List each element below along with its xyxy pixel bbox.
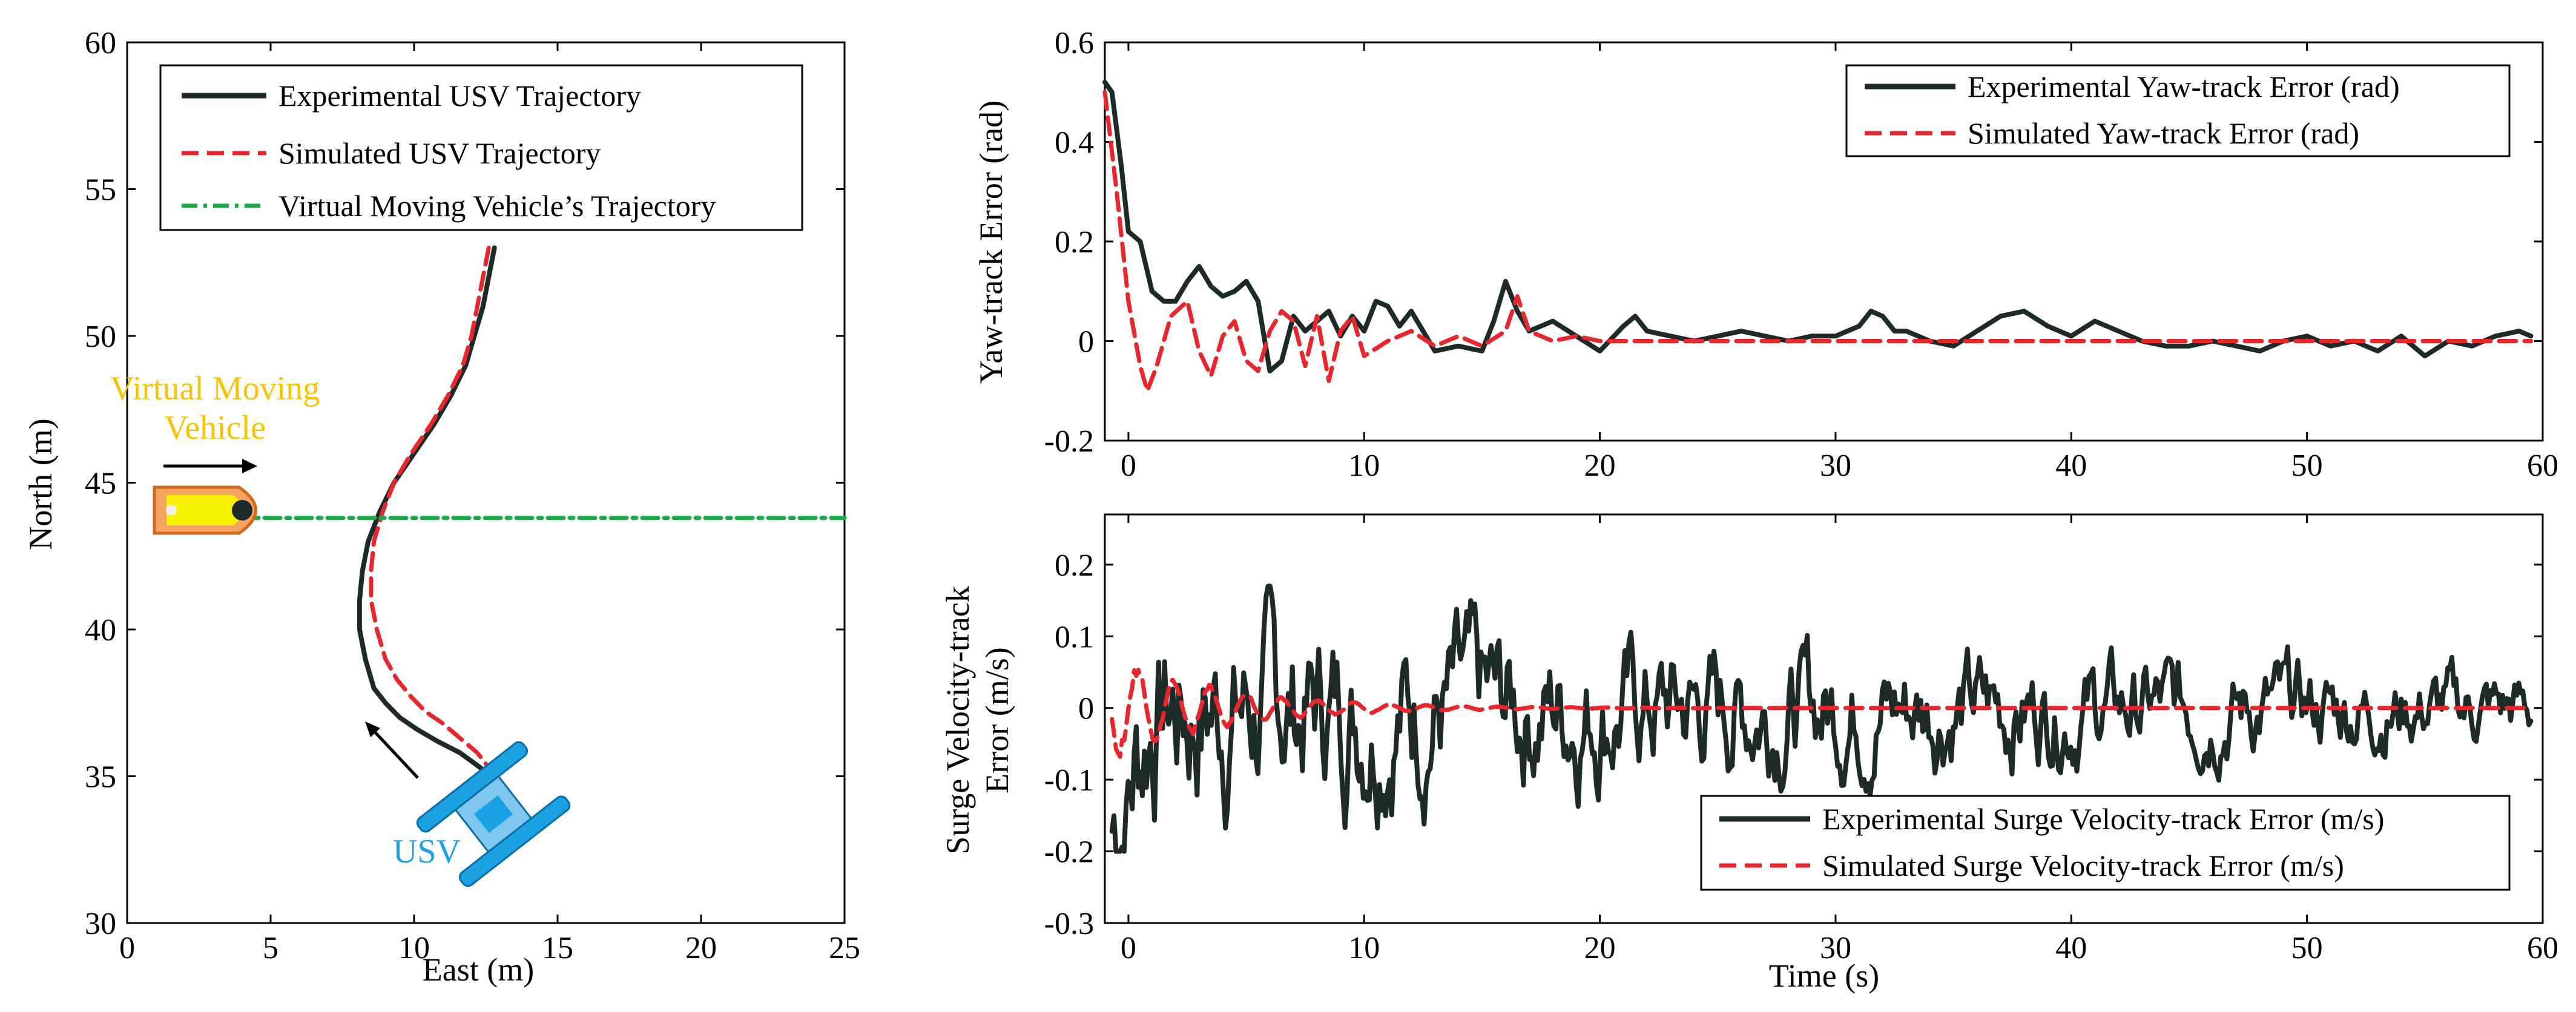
traj-series-simulated: [369, 246, 502, 802]
traj-ytick-label: 35: [85, 760, 116, 795]
traj-xtick-label: 15: [542, 931, 573, 965]
surge-xtick-label: 60: [2527, 931, 2558, 965]
legend-label-experimental-yaw: Experimental Yaw-track Error (rad): [1968, 70, 2400, 104]
virtual-vehicle-marker: [232, 500, 252, 521]
surge-y-axis-label-line1: Surge Velocity-track: [940, 586, 976, 854]
yaw-xtick-label: 20: [1584, 448, 1616, 483]
surge-series: [1109, 583, 2534, 854]
surge-ytick-label: 0.2: [1055, 548, 1094, 583]
surge-xtick-label: 50: [2291, 931, 2323, 965]
traj-ytick-label: 40: [85, 613, 116, 648]
traj-ytick-label: 55: [85, 173, 116, 208]
yaw-ytick-label: 0.6: [1055, 26, 1094, 61]
yaw-xtick-label: 50: [2291, 448, 2323, 483]
virtual-vehicle-light: [166, 505, 177, 516]
legend-label-simulated-yaw: Simulated Yaw-track Error (rad): [1968, 116, 2359, 150]
usv-direction-arrow: [365, 721, 419, 779]
traj-ytick-label: 50: [85, 320, 116, 354]
surge-y-axis-label-line2: Error (m/s): [979, 647, 1015, 793]
yaw-series-experimental: [1102, 79, 2534, 373]
trajectory-y-axis-label: North (m): [22, 418, 59, 550]
yaw-series: [1102, 79, 2534, 393]
yaw-xtick-label: 40: [2055, 448, 2087, 483]
yaw-series-simulated: [1102, 90, 2533, 393]
traj-xtick-label: 25: [829, 931, 860, 965]
surge-xtick-label: 10: [1348, 931, 1380, 965]
surge-plot-frame: [1104, 513, 2544, 924]
vehicle-direction-arrow: [163, 459, 257, 473]
yaw-y-axis-label: Yaw-track Error (rad): [973, 100, 1009, 384]
surge-xtick-label: 30: [1820, 931, 1851, 965]
yaw-ytick-label: 0.4: [1055, 126, 1094, 160]
legend-label-simulated-surge: Simulated Surge Velocity-track Error (m/…: [1822, 849, 2344, 882]
surge-xtick-label: 0: [1121, 931, 1136, 965]
trajectory-ticks: 0 5 10 15 20 25 30 35 40 45 50 55 60: [85, 26, 860, 965]
traj-xtick-label: 20: [685, 931, 717, 965]
legend-label-simulated-trajectory: Simulated USV Trajectory: [278, 136, 601, 170]
yaw-xtick-label: 10: [1348, 448, 1380, 483]
virtual-vehicle-annotation-line2: Vehicle: [164, 409, 266, 447]
trajectory-chart: 0 5 10 15 20 25 30 35 40 45 50 55 60 East (m) North …: [22, 26, 860, 988]
traj-ytick-label: 30: [85, 907, 116, 941]
traj-xtick-label: 0: [119, 931, 135, 965]
virtual-vehicle-icon: [153, 485, 257, 535]
trajectory-series: [168, 245, 847, 808]
yaw-error-chart: 0 10 20 30 40 50 60 -0.2 0 0.2 0.4 0.6 Yaw-track Er…: [973, 26, 2558, 483]
yaw-xtick-label: 30: [1820, 448, 1851, 483]
trajectory-x-axis-label: East (m): [423, 951, 534, 988]
surge-xtick-label: 40: [2055, 931, 2087, 965]
surge-series-experimental: [1109, 583, 2534, 854]
surge-legend: Experimental Surge Velocity-track Error …: [1700, 795, 2511, 891]
traj-xtick-label: 5: [263, 931, 278, 965]
legend-label-experimental-trajectory: Experimental USV Trajectory: [278, 79, 641, 113]
surge-error-chart: 0 10 20 30 40 50 60 -0.3 -0.2 -0.1 0 0.1 0.2 Time (s…: [940, 513, 2558, 994]
surge-ytick-label: -0.3: [1044, 907, 1094, 941]
usv-annotation: USV: [393, 833, 461, 870]
surge-ytick-label: 0: [1078, 692, 1094, 726]
traj-ytick-label: 45: [85, 467, 116, 501]
traj-series-experimental: [357, 245, 503, 808]
surge-ytick-label: 0.1: [1055, 620, 1094, 654]
surge-xtick-label: 20: [1584, 931, 1616, 965]
traj-xtick-label: 10: [398, 931, 430, 965]
legend-label-experimental-surge: Experimental Surge Velocity-track Error …: [1822, 802, 2384, 836]
trajectory-legend: Experimental USV Trajectory Simulated US…: [159, 64, 803, 231]
surge-ytick-label: -0.1: [1044, 763, 1094, 798]
traj-ytick-label: 60: [85, 26, 116, 61]
yaw-ytick-label: 0.2: [1055, 225, 1094, 260]
surge-ticks: 0 10 20 30 40 50 60 -0.3 -0.2 -0.1 0 0.1 0.2: [1044, 514, 2558, 965]
yaw-xtick-label: 0: [1121, 448, 1136, 483]
usv-payload: [473, 795, 513, 833]
virtual-vehicle-annotation-line1: Virtual Moving: [110, 370, 320, 407]
surge-ytick-label: -0.2: [1044, 835, 1094, 870]
legend-label-virtual-trajectory: Virtual Moving Vehicle’s Trajectory: [278, 189, 716, 223]
yaw-ytick-label: 0: [1078, 325, 1094, 360]
surge-series-simulated: [1110, 668, 2533, 759]
yaw-legend: Experimental Yaw-track Error (rad) Simul…: [1845, 64, 2511, 157]
surge-x-axis-label: Time (s): [1769, 958, 1880, 994]
yaw-xtick-label: 60: [2527, 448, 2558, 483]
usv-icon: [416, 741, 571, 887]
virtual-vehicle-deck: [166, 495, 244, 525]
yaw-ticks: 0 10 20 30 40 50 60 -0.2 0 0.2 0.4 0.6: [1044, 26, 2558, 483]
yaw-ytick-label: -0.2: [1044, 424, 1094, 459]
